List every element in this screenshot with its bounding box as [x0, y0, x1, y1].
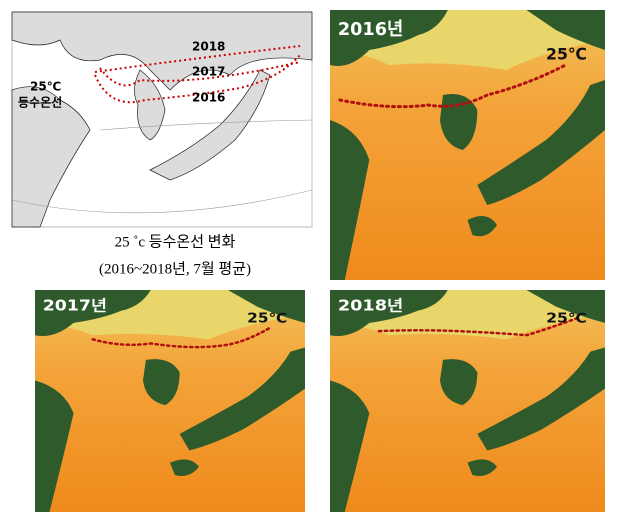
land: [440, 359, 478, 406]
panel-year: 2016년: [338, 19, 403, 40]
year-label: 2017: [192, 65, 225, 79]
caption: (2016~2018년, 7월 평균): [99, 260, 251, 277]
sst-panel: 2016년 25℃: [330, 10, 605, 280]
land: [526, 290, 605, 323]
land: [35, 380, 74, 512]
land: [35, 290, 151, 337]
land: [330, 380, 370, 512]
land: [330, 10, 448, 66]
isotherm-label: 25℃: [546, 44, 587, 63]
year-label: 2016: [192, 91, 225, 105]
land: [330, 120, 370, 280]
land: [170, 459, 199, 477]
land: [526, 10, 605, 50]
isotherm-label: 25℃: [546, 312, 587, 327]
land: [477, 347, 605, 451]
isotherm-label: 25℃: [30, 80, 61, 94]
land: [330, 290, 448, 337]
panel-year: 2017년: [43, 297, 107, 314]
land: [179, 347, 305, 451]
land: [440, 94, 478, 150]
isotherm-line: [377, 317, 578, 337]
isotherm-label: 25℃: [247, 311, 287, 326]
land: [467, 216, 497, 237]
isotherm-line: [91, 325, 273, 349]
isotherm-line: [338, 63, 568, 109]
overview-map: 25℃ 등수온선 2018 2017 2016: [11, 11, 313, 228]
sst-panel: 2017년 25℃: [35, 290, 305, 512]
land: [227, 290, 305, 323]
land: [467, 459, 497, 477]
land: [477, 80, 605, 205]
caption: 25 ˚c 등수온선 변화: [115, 233, 236, 250]
land: [143, 359, 180, 406]
year-label: 2018: [192, 40, 225, 54]
sst-panel: 2018년 25℃: [330, 290, 605, 512]
isotherm-label: 등수온선: [18, 95, 62, 110]
panel-year: 2018년: [338, 297, 403, 314]
